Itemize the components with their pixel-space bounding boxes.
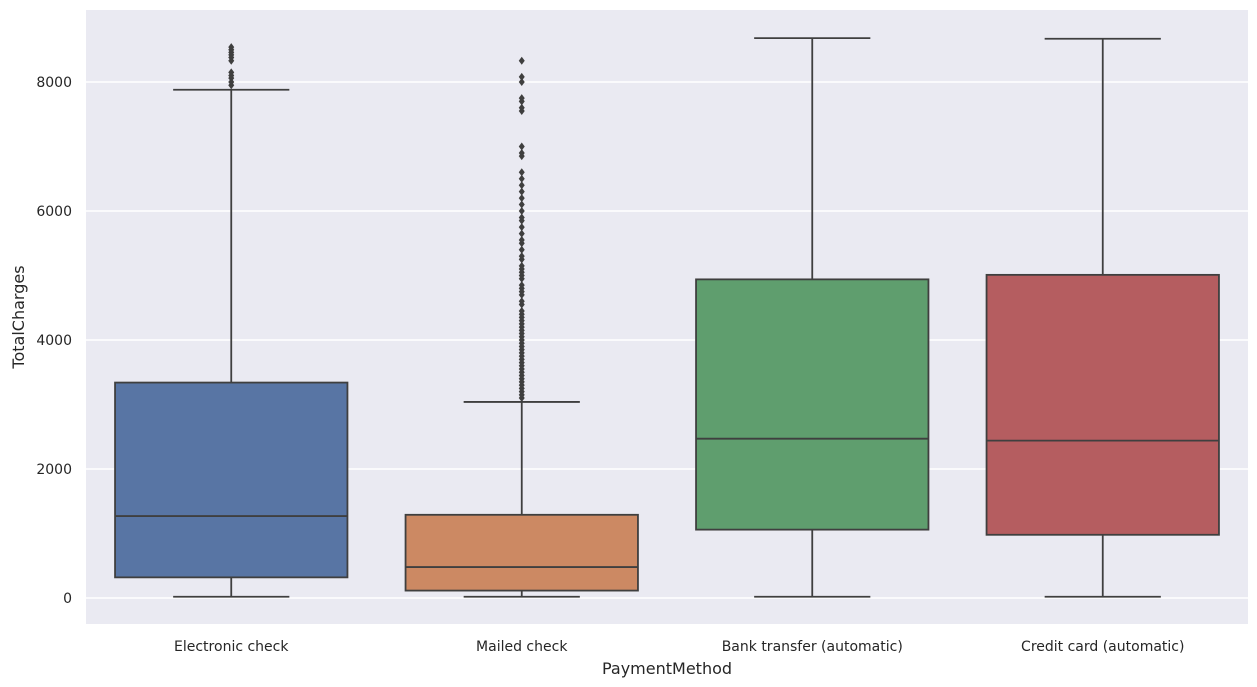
outlier-point	[518, 229, 525, 238]
outlier-point	[518, 281, 525, 290]
outlier-point	[518, 252, 525, 261]
outlier-point	[518, 94, 525, 103]
x-tick-label: Bank transfer (automatic)	[722, 639, 903, 655]
outlier-point	[518, 103, 525, 112]
box-iqr	[985, 273, 1220, 536]
x-tick-labels: Electronic check Mailed check Bank transfe…	[174, 639, 1184, 655]
box-iqr	[695, 278, 930, 531]
outlier-point	[518, 72, 525, 81]
outlier-point	[228, 43, 235, 52]
box-credit-card-automatic	[985, 37, 1220, 598]
x-tick-label: Credit card (automatic)	[1021, 639, 1184, 655]
outlier-point	[518, 223, 525, 232]
outlier-point	[518, 297, 525, 306]
box-iqr	[404, 513, 639, 592]
outlier-point	[518, 213, 525, 222]
outlier-point	[518, 148, 525, 157]
x-tick-label: Mailed check	[476, 639, 568, 655]
outlier-point	[518, 245, 525, 254]
outlier-point	[518, 181, 525, 190]
outlier-point	[518, 236, 525, 245]
boxes	[114, 37, 1220, 598]
y-axis-label: TotalCharges	[9, 265, 28, 369]
box-mailed-check	[404, 56, 639, 598]
y-tick-label: 2000	[36, 462, 72, 478]
y-tick-label: 6000	[36, 204, 72, 220]
outlier-point	[518, 56, 525, 65]
y-tick-label: 8000	[36, 75, 72, 91]
outlier-point	[518, 306, 525, 315]
y-tick-labels: 0 2000 4000 6000 8000	[36, 75, 72, 607]
outlier-point	[518, 261, 525, 270]
outlier-point	[518, 168, 525, 177]
outlier-point	[518, 174, 525, 183]
x-axis-label: PaymentMethod	[602, 659, 732, 678]
y-tick-label: 4000	[36, 333, 72, 349]
x-tick-label: Electronic check	[174, 639, 289, 655]
y-tick-label: 0	[63, 591, 72, 607]
outlier-point	[228, 68, 235, 77]
outlier-point	[518, 200, 525, 209]
box-iqr	[114, 381, 349, 579]
outlier-point	[518, 187, 525, 196]
outlier-point	[518, 142, 525, 151]
box-electronic-check	[114, 43, 349, 598]
outlier-point	[518, 78, 525, 86]
outlier-point	[518, 194, 525, 203]
box-bank-transfer-automatic	[695, 37, 930, 598]
outlier-point	[518, 207, 525, 215]
